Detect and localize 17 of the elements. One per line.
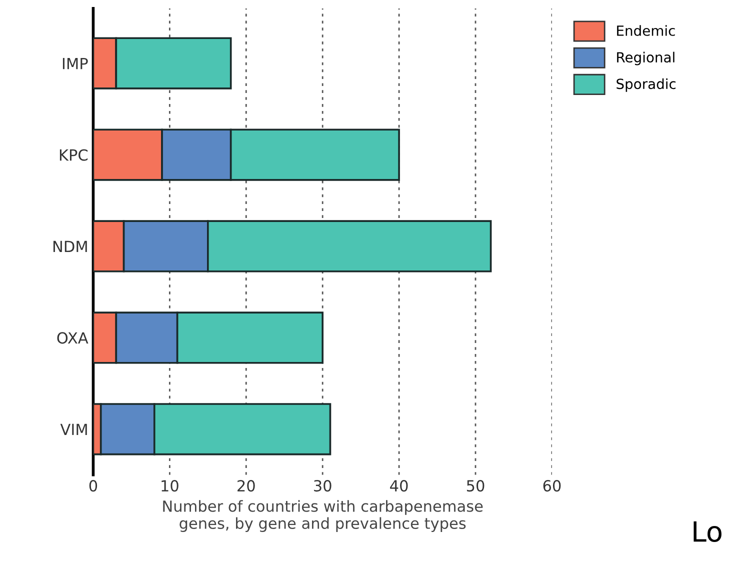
legend-label: Sporadic <box>616 78 676 92</box>
legend-label: Endemic <box>617 25 675 36</box>
x-tick-label: 0 <box>89 480 98 492</box>
x-tick-label: 30 <box>314 480 332 492</box>
legend-label: Regional <box>617 52 674 66</box>
x-tick-label: 60 <box>543 480 561 492</box>
y-tick-label: IMP <box>62 58 88 70</box>
y-tick-label: KPC <box>60 149 88 161</box>
x-tick-label: 40 <box>390 480 408 492</box>
x-tick-label: 10 <box>162 480 178 492</box>
x-tick-label: 50 <box>466 480 484 492</box>
y-tick-label: OXA <box>57 332 88 344</box>
x-tick-label: 20 <box>238 480 255 492</box>
text: Lo <box>694 521 722 542</box>
y-tick-label: VIM <box>60 424 87 435</box>
y-tick-label: NDM <box>53 240 87 252</box>
x-axis-title: Number of countries with carbapenemase genes, by gene and prevalence types <box>163 500 483 532</box>
